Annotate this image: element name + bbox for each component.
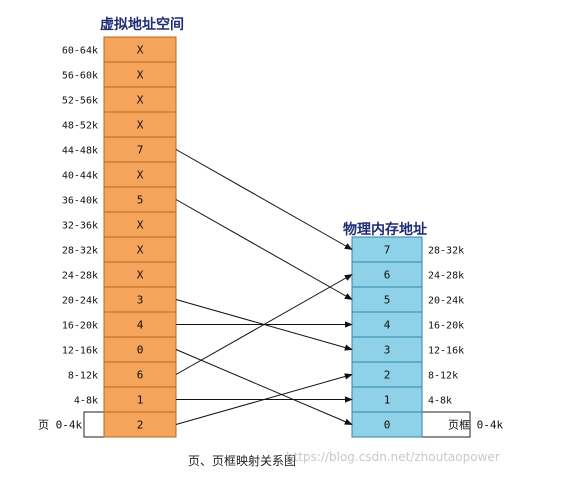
diagram-caption: 页、页框映射关系图 xyxy=(188,454,297,468)
physical-memory-title: 物理内存地址 xyxy=(343,222,427,238)
physical-range-label: 20-24k xyxy=(428,296,464,307)
physical-frame-value: 1 xyxy=(384,394,391,407)
physical-range-label: 8-12k xyxy=(428,371,458,382)
virtual-page-cell xyxy=(103,411,177,438)
virtual-range-label: 52-56k xyxy=(62,96,98,107)
virtual-page-value: 5 xyxy=(137,194,144,207)
physical-frame-value: 3 xyxy=(384,344,391,357)
frame-0-4k-label: 页框 0-4k xyxy=(448,419,503,432)
virtual-range-label: 24-28k xyxy=(62,271,98,282)
mapping-arrow xyxy=(175,349,353,425)
physical-range-label: 28-32k xyxy=(428,246,464,257)
physical-frame-cell xyxy=(351,336,423,363)
virtual-range-label: 8-12k xyxy=(68,371,98,382)
physical-frame-value: 5 xyxy=(384,294,391,307)
virtual-page-value: X xyxy=(137,269,144,282)
virtual-page-value: X xyxy=(137,169,144,182)
physical-frame-value: 2 xyxy=(384,369,391,382)
mapping-arrow xyxy=(175,149,353,250)
virtual-range-label: 16-20k xyxy=(62,321,98,332)
physical-frame-cell xyxy=(351,261,423,288)
virtual-range-label: 44-48k xyxy=(62,146,98,157)
mapping-arrow xyxy=(175,274,353,375)
virtual-page-cell xyxy=(103,111,177,138)
virtual-page-value: X xyxy=(137,69,144,82)
virtual-page-value: 2 xyxy=(137,419,144,432)
virtual-page-value: X xyxy=(137,119,144,132)
virtual-page-value: 0 xyxy=(137,344,144,357)
physical-frame-cell xyxy=(351,286,423,313)
virtual-range-label: 40-44k xyxy=(62,171,98,182)
virtual-page-cell xyxy=(103,61,177,88)
physical-frame-value: 6 xyxy=(384,269,391,282)
virtual-page-value: 7 xyxy=(137,144,144,157)
physical-range-label: 16-20k xyxy=(428,321,464,332)
virtual-range-label: 12-16k xyxy=(62,346,98,357)
virtual-page-cell xyxy=(103,36,177,63)
virtual-range-label: 28-32k xyxy=(62,246,98,257)
physical-frame-value: 4 xyxy=(384,319,391,332)
virtual-page-value: X xyxy=(137,44,144,57)
physical-frame-cell xyxy=(351,411,423,438)
watermark: https://blog.csdn.net/zhoutaopower xyxy=(286,450,500,464)
virtual-page-value: X xyxy=(137,94,144,107)
physical-frame-value: 0 xyxy=(384,419,391,432)
mapping-arrows xyxy=(175,149,353,425)
virtual-page-value: 4 xyxy=(137,319,144,332)
physical-frame-cell xyxy=(351,361,423,388)
virtual-page-cell xyxy=(103,161,177,188)
mapping-arrow xyxy=(175,199,353,300)
virtual-range-label: 48-52k xyxy=(62,121,98,132)
virtual-page-value: X xyxy=(137,219,144,232)
virtual-address-title: 虚拟地址空间 xyxy=(100,17,184,33)
page-0-4k-box xyxy=(83,411,106,438)
virtual-range-label: 4-8k xyxy=(74,396,98,407)
virtual-page-cell xyxy=(103,311,177,338)
physical-frame-value: 7 xyxy=(384,244,391,257)
physical-range-label: 24-28k xyxy=(428,271,464,282)
virtual-page-cell xyxy=(103,261,177,288)
mapping-arrow xyxy=(175,373,353,425)
virtual-page-value: 6 xyxy=(137,369,144,382)
virtual-page-cell xyxy=(103,361,177,388)
physical-range-label: 4-8k xyxy=(428,396,452,407)
physical-memory-column: 7 28-32k 6 24-28k 5 20-24k 4 16-20k 3 12-16k 2 8-12… xyxy=(351,236,503,438)
virtual-range-label: 32-36k xyxy=(62,221,98,232)
virtual-page-value: X xyxy=(137,244,144,257)
virtual-page-value: 1 xyxy=(137,394,144,407)
virtual-page-value: 3 xyxy=(137,294,144,307)
physical-range-label: 12-16k xyxy=(428,346,464,357)
virtual-page-cell xyxy=(103,211,177,238)
virtual-range-label: 36-40k xyxy=(62,196,98,207)
virtual-address-column: X 60-64k X 56-60k X 52-56k X 48-52k 7 44-48k X 40-4… xyxy=(38,36,177,438)
virtual-range-label: 56-60k xyxy=(62,71,98,82)
virtual-range-label: 60-64k xyxy=(62,46,98,57)
physical-frame-cell xyxy=(351,311,423,338)
virtual-range-label: 20-24k xyxy=(62,296,98,307)
page-0-4k-label: 页 0-4k xyxy=(38,419,82,432)
